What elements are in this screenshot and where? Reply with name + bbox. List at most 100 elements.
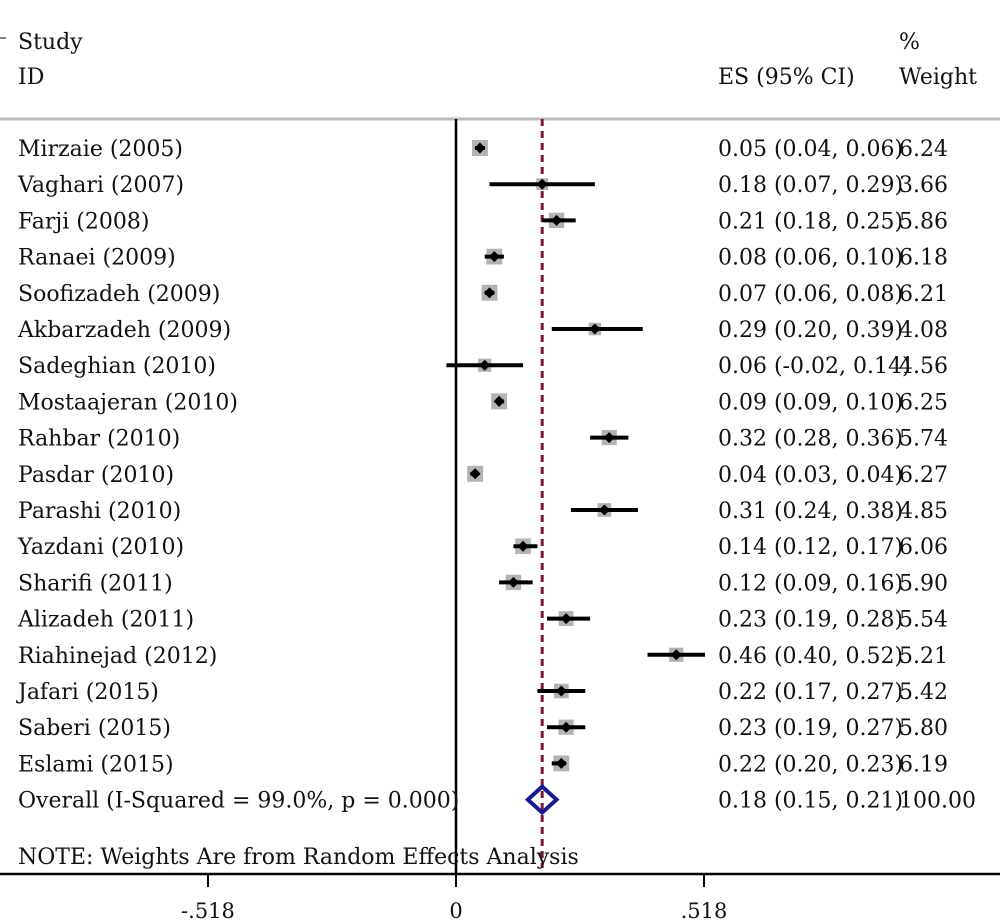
study-weight: 6.21 [899, 282, 948, 307]
study-label: Farji (2008) [18, 209, 149, 234]
point-estimate [474, 142, 486, 154]
study-row: Pasdar (2010) 0.04 (0.03, 0.04)6.27 [18, 463, 948, 488]
x-axis-ticks: -.518 0 .518 [181, 874, 727, 923]
point-estimate [589, 323, 601, 335]
effect-size-ci: 0.07 (0.06, 0.08) [718, 282, 903, 307]
header-weight-percent: % [899, 30, 920, 55]
effect-size-ci: 0.29 (0.20, 0.39) [718, 318, 903, 343]
study-row: Yazdani (2010) 0.14 (0.12, 0.17)6.06 [17, 535, 948, 560]
study-label: Jafari (2015) [16, 680, 159, 705]
header-study: Study [18, 30, 83, 55]
study-weight: 5.80 [899, 716, 948, 741]
effect-size-ci: 0.23 (0.19, 0.28) [718, 608, 903, 633]
study-label: Riahinejad (2012) [18, 644, 217, 669]
study-label: Ranaei (2009) [18, 246, 176, 271]
study-label: Soofizadeh (2009) [18, 282, 220, 307]
study-weight: 5.74 [899, 427, 948, 452]
study-label: Eslami (2015) [18, 752, 174, 777]
study-label: Parashi (2010) [18, 499, 181, 524]
study-label: Rahbar (2010) [18, 427, 180, 452]
study-weight: 6.25 [899, 390, 948, 415]
overall-row: Overall (I-Squared = 99.0%, p = 0.000) 0.… [18, 783, 976, 816]
study-weight: 5.90 [899, 571, 948, 596]
header-id: ID [18, 65, 44, 90]
overall-label: Overall (I-Squared = 99.0%, p = 0.000) [18, 789, 459, 814]
study-label: Saberi (2015) [18, 716, 171, 741]
point-estimate [479, 359, 491, 371]
effect-size-ci: 0.14 (0.12, 0.17) [718, 535, 903, 560]
effect-size-ci: 0.04 (0.03, 0.04) [718, 463, 903, 488]
point-estimate [493, 395, 505, 407]
study-weight: 6.18 [899, 246, 948, 271]
study-label: Sharifi (2011) [18, 571, 173, 596]
study-weight: 4.85 [899, 499, 948, 524]
study-row: Mirzaie (2005) 0.05 (0.04, 0.06)6.24 [18, 137, 948, 162]
effect-size-ci: 0.18 (0.07, 0.29) [718, 173, 903, 198]
study-row: Soofizadeh (2009) 0.07 (0.06, 0.08)6.21 [18, 282, 948, 307]
effect-size-ci: 0.32 (0.28, 0.36) [718, 427, 903, 452]
study-weight: 4.56 [899, 354, 948, 379]
effect-size-ci: 0.06 (-0.02, 0.14) [718, 354, 911, 379]
effect-size-ci: 0.12 (0.09, 0.16) [718, 571, 903, 596]
study-row: Rahbar (2010) 0.32 (0.28, 0.36)5.74 [18, 427, 948, 452]
point-estimate [560, 721, 572, 733]
study-row: Eslami (2015) 0.22 (0.20, 0.23)6.19 [18, 752, 948, 777]
study-label: Pasdar (2010) [18, 463, 174, 488]
study-weight: 6.24 [899, 137, 948, 162]
effect-size-ci: 0.09 (0.09, 0.10) [718, 390, 903, 415]
study-row: Sadeghian (2010) 0.06 (-0.02, 0.14)4.56 [18, 354, 948, 379]
study-row: Farji (2008) 0.21 (0.18, 0.25)5.86 [18, 209, 948, 234]
effect-size-ci: 0.05 (0.04, 0.06) [718, 137, 903, 162]
point-estimate [484, 287, 496, 299]
study-row: Mostaajeran (2010) 0.09 (0.09, 0.10)6.25 [18, 390, 948, 415]
study-label: Mirzaie (2005) [18, 137, 183, 162]
study-row: Parashi (2010) 0.31 (0.24, 0.38)4.85 [18, 499, 948, 524]
point-estimate [603, 432, 615, 444]
x-tick-label: -.518 [181, 899, 235, 923]
study-label: Mostaajeran (2010) [18, 390, 238, 415]
point-estimate [536, 178, 548, 190]
x-tick-label: 0 [449, 899, 462, 923]
point-estimate [555, 757, 567, 769]
point-estimate [670, 649, 682, 661]
header-es: ES (95% CI) [718, 65, 855, 90]
study-weight: 5.86 [899, 209, 948, 234]
study-weight: 3.66 [899, 173, 948, 198]
study-weight: 5.54 [899, 608, 948, 633]
study-label: Alizadeh (2011) [17, 608, 194, 633]
study-weight: 6.19 [899, 752, 948, 777]
study-row: Akbarzadeh (2009) 0.29 (0.20, 0.39)4.08 [17, 318, 948, 343]
point-estimate [488, 251, 500, 263]
overall-ci: 0.18 (0.15, 0.21) [718, 789, 903, 814]
study-weight: 6.06 [899, 535, 948, 560]
point-estimate [551, 214, 563, 226]
effect-size-ci: 0.31 (0.24, 0.38) [718, 499, 903, 524]
point-estimate [598, 504, 610, 516]
study-weight: 5.21 [899, 644, 948, 669]
study-weight: 5.42 [899, 680, 948, 705]
study-weight: 6.27 [899, 463, 948, 488]
study-row: Riahinejad (2012) 0.46 (0.40, 0.52)5.21 [18, 644, 948, 669]
overall-weight: 100.00 [899, 789, 976, 814]
overall-diamond [524, 783, 560, 816]
point-estimate [560, 613, 572, 625]
study-row: Jafari (2015) 0.22 (0.17, 0.27)5.42 [16, 680, 948, 705]
effect-size-ci: 0.21 (0.18, 0.25) [718, 209, 903, 234]
effect-size-ci: 0.46 (0.40, 0.52) [718, 644, 903, 669]
study-rows: Mirzaie (2005) 0.05 (0.04, 0.06)6.24 Vagha… [16, 137, 948, 777]
study-label: Akbarzadeh (2009) [17, 318, 231, 343]
x-tick-label: .518 [681, 899, 728, 923]
effect-size-ci: 0.08 (0.06, 0.10) [718, 246, 903, 271]
study-label: Sadeghian (2010) [18, 354, 216, 379]
study-label: Vaghari (2007) [17, 173, 184, 198]
study-label: Yazdani (2010) [17, 535, 184, 560]
header-weight: Weight [899, 65, 977, 90]
effect-size-ci: 0.23 (0.19, 0.27) [718, 716, 903, 741]
note-text: NOTE: Weights Are from Random Effects An… [18, 845, 579, 870]
header: Study ID ES (95% CI) % Weight [18, 30, 977, 90]
point-estimate [517, 540, 529, 552]
study-row: Saberi (2015) 0.23 (0.19, 0.27)5.80 [18, 716, 948, 741]
point-estimate [469, 468, 481, 480]
study-row: Vaghari (2007) 0.18 (0.07, 0.29)3.66 [17, 173, 948, 198]
point-estimate [555, 685, 567, 697]
